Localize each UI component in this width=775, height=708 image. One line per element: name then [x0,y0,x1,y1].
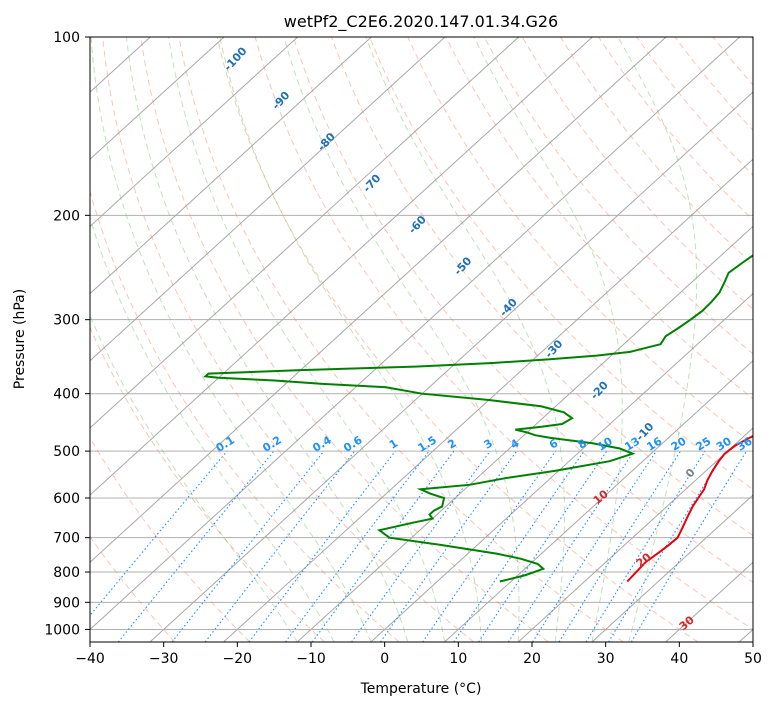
mixing-ratio-label: 36 [735,434,755,453]
dry-adiabat [90,535,176,642]
mixing-ratio-line [248,450,396,642]
y-tick-label: 700 [53,531,80,547]
moist-adiabat [473,37,623,642]
mixing-ratio-line [507,450,635,642]
x-tick-label: 0 [380,651,389,667]
y-tick-label: 1000 [44,622,80,638]
x-axis-label: Temperature (°C) [360,681,482,697]
grid-layer [90,37,753,642]
axis-layer: −40 −30 −20 −10 0 10 20 30 40 50 1000 900 800 700 600 5… [44,30,762,667]
isotherm-line [591,494,753,642]
mixing-ratio-line [478,450,608,642]
y-tick-label: 100 [53,30,80,46]
y-tick-label: 900 [53,595,80,611]
mixing-ratio-line [171,450,325,642]
isotherm-line [223,158,753,642]
x-tick-label: 20 [523,651,541,667]
isotherm-line [370,292,753,642]
temperature-profile [626,434,753,583]
dry-adiabat [331,37,753,537]
plot-frame [89,36,754,643]
dry-adiabat [254,37,753,631]
x-tick-label: −10 [296,651,326,667]
moist-adiabat [283,37,520,642]
y-tick-label: 300 [53,313,80,329]
chart-title: wetPf2_C2E6.2020.147.01.34.G26 [284,12,558,32]
mixing-ratio-line [608,450,727,642]
x-tick-label: 30 [597,651,615,667]
isotherm-line [90,37,519,429]
isotherm-line [90,37,372,295]
isotherm-line [90,37,667,563]
moist-adiabat [617,37,698,642]
isotherm-line [149,91,753,642]
isotherm-line [90,37,593,496]
isotherm-line [517,427,753,642]
isotherm-line [444,360,753,642]
x-tick-label: −30 [149,651,179,667]
moist-adiabat [90,216,335,642]
y-tick-label: 800 [53,565,80,581]
dry-adiabat [90,436,251,642]
mixing-ratio-line [311,450,455,642]
y-tick-label: 500 [53,444,80,460]
moist-adiabat [168,37,446,642]
x-tick-label: 10 [449,651,467,667]
dewpoint-profile [203,254,753,583]
dry-adiabat [292,37,753,583]
isotherm-line [90,37,446,362]
dry-adiabat [90,189,400,642]
mixing-ratio-line [90,450,228,617]
series-layer [203,254,753,583]
y-tick-label: 400 [53,387,80,403]
mixing-ratio-line [351,450,491,642]
moist-adiabat [90,314,298,642]
dry-adiabat [521,37,753,310]
x-tick-label: 50 [744,651,762,667]
moist-adiabat [219,37,482,642]
moist-adiabat [90,37,372,642]
mixing-ratio-line [558,450,681,642]
y-axis-label: Pressure (hPa) [12,289,28,389]
mixing-ratio-line [117,450,275,642]
moist-adiabat [365,37,566,642]
mixing-ratio-line [532,450,657,642]
dry-adiabat [140,37,549,642]
isotherm-line [90,37,225,160]
x-tick-label: −40 [75,651,105,667]
mixing-ratio-line [379,450,518,642]
mixing-ratio-line [453,450,585,642]
y-tick-label: 200 [53,208,80,224]
isotherm-line [90,37,298,228]
x-tick-label: −20 [223,651,253,667]
mixing-ratio-line [422,450,557,642]
guide-layer [90,37,753,642]
x-tick-label: 40 [670,651,688,667]
mixing-ratio-line [285,450,430,642]
y-tick-label: 600 [53,491,80,507]
moist-adiabat [125,37,409,642]
isotherm-line [90,37,740,631]
dry-adiabat [102,37,475,642]
dry-adiabat [216,37,699,642]
dry-adiabat [369,37,753,491]
